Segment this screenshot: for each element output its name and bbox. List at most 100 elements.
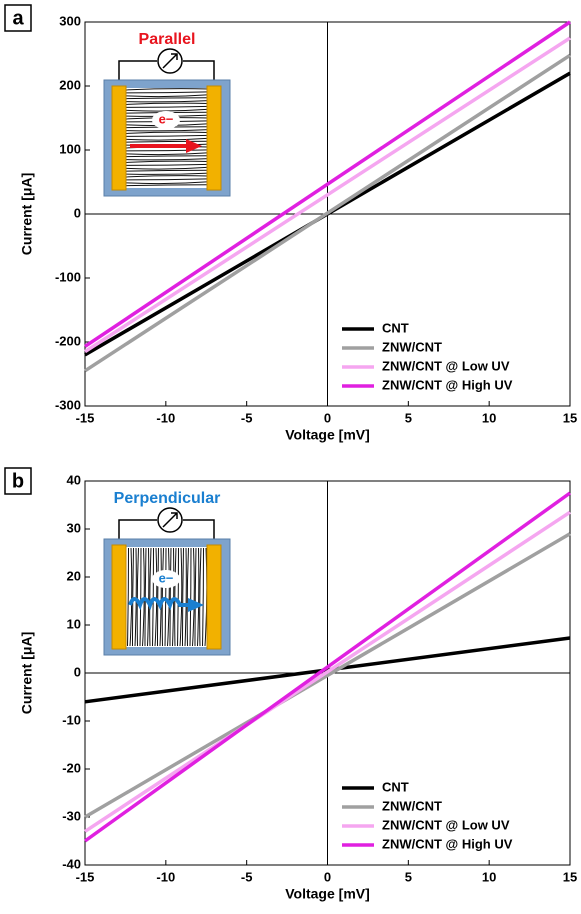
panel-label-box	[4, 467, 32, 495]
legend-label: ZNW/CNT @ High UV	[382, 377, 513, 392]
fiber	[164, 547, 167, 647]
fiber	[124, 140, 210, 143]
legend-label: ZNW/CNT	[382, 798, 442, 813]
x-tick-label: 10	[482, 410, 496, 425]
meter-needle	[162, 53, 178, 69]
y-axis-label: Current [μA]	[19, 632, 35, 714]
fiber	[179, 547, 183, 647]
fiber	[139, 547, 142, 647]
electrode	[111, 85, 127, 191]
fiber	[192, 547, 195, 647]
fiber	[124, 163, 210, 166]
fiber	[142, 547, 145, 647]
legend-label: CNT	[382, 320, 409, 335]
fiber	[174, 547, 177, 647]
x-tick-label: -10	[156, 869, 175, 884]
x-tick-label: -5	[241, 869, 253, 884]
electrode	[206, 544, 222, 650]
y-tick-label: 40	[67, 472, 81, 487]
x-tick-label: -15	[76, 869, 95, 884]
y-tick-label: 10	[67, 616, 81, 631]
fiber	[169, 547, 172, 647]
fiber	[124, 129, 210, 132]
legend-label: ZNW/CNT	[382, 339, 442, 354]
y-tick-label: -30	[62, 808, 81, 823]
legend-label: ZNW/CNT @ High UV	[382, 836, 513, 851]
electron-label: e−	[159, 111, 174, 126]
series-line	[84, 532, 571, 819]
series-group	[83, 491, 572, 843]
fiber	[136, 547, 139, 647]
fiber	[124, 94, 210, 98]
fiber	[124, 152, 210, 156]
x-tick-label: 15	[563, 410, 577, 425]
arrow-head	[186, 139, 202, 153]
x-tick-label: -10	[156, 410, 175, 425]
fiber	[124, 184, 210, 187]
fiber	[124, 100, 210, 103]
fiber	[124, 158, 210, 161]
y-tick-label: -20	[62, 760, 81, 775]
series-group	[84, 20, 571, 373]
fiber	[124, 149, 210, 152]
x-tick-label: 0	[324, 869, 331, 884]
arrow-head	[188, 598, 204, 612]
fiber	[124, 160, 210, 163]
electron-label: e−	[159, 570, 174, 585]
fiber	[124, 175, 210, 178]
x-tick-label: 15	[563, 869, 577, 884]
fiber	[159, 547, 162, 647]
fiber	[154, 547, 158, 647]
fiber	[124, 166, 210, 170]
fiber	[124, 137, 210, 141]
fiber	[186, 547, 189, 647]
x-tick-label: 0	[324, 410, 331, 425]
fiber	[124, 172, 210, 175]
y-tick-label: 0	[74, 664, 81, 679]
panel-label: b	[12, 470, 24, 492]
fiber	[161, 547, 164, 647]
fiber	[124, 169, 210, 172]
fiber	[172, 547, 175, 647]
fiber	[132, 547, 134, 647]
legend-label: ZNW/CNT @ Low UV	[382, 358, 510, 373]
series-line	[84, 36, 571, 354]
y-axis-label: Current [μA]	[19, 173, 35, 255]
circuit-wire	[118, 60, 215, 84]
panel-label: a	[12, 7, 24, 29]
fiber	[134, 547, 137, 647]
legend-label: CNT	[382, 779, 409, 794]
fiber	[124, 134, 210, 137]
y-tick-label: 0	[74, 205, 81, 220]
fiber	[129, 547, 133, 647]
x-axis-label: Voltage [mV]	[285, 886, 370, 902]
series-line	[84, 53, 571, 373]
y-tick-label: 200	[59, 77, 81, 92]
fiber	[124, 88, 210, 91]
fiber	[182, 547, 184, 647]
fiber	[152, 547, 154, 647]
x-tick-label: 5	[405, 869, 412, 884]
fiber	[157, 547, 159, 647]
y-tick-label: -200	[55, 333, 81, 348]
electron-bg	[152, 570, 180, 588]
fiber	[194, 547, 197, 647]
series-line	[84, 510, 571, 833]
x-tick-label: 10	[482, 869, 496, 884]
fiber	[199, 547, 202, 647]
circuit-wire	[118, 519, 215, 543]
electrode	[111, 544, 127, 650]
fiber	[202, 547, 204, 647]
y-tick-label: -100	[55, 269, 81, 284]
y-tick-label: 20	[67, 568, 81, 583]
series-line	[84, 20, 571, 348]
electrode	[206, 85, 222, 191]
fiber	[189, 547, 192, 647]
legend-label: ZNW/CNT @ Low UV	[382, 817, 510, 832]
y-tick-label: 300	[59, 13, 81, 28]
fiber	[124, 178, 210, 181]
inset-label: Perpendicular	[114, 490, 221, 507]
panel-label-box	[4, 4, 32, 32]
x-tick-label: -15	[76, 410, 95, 425]
